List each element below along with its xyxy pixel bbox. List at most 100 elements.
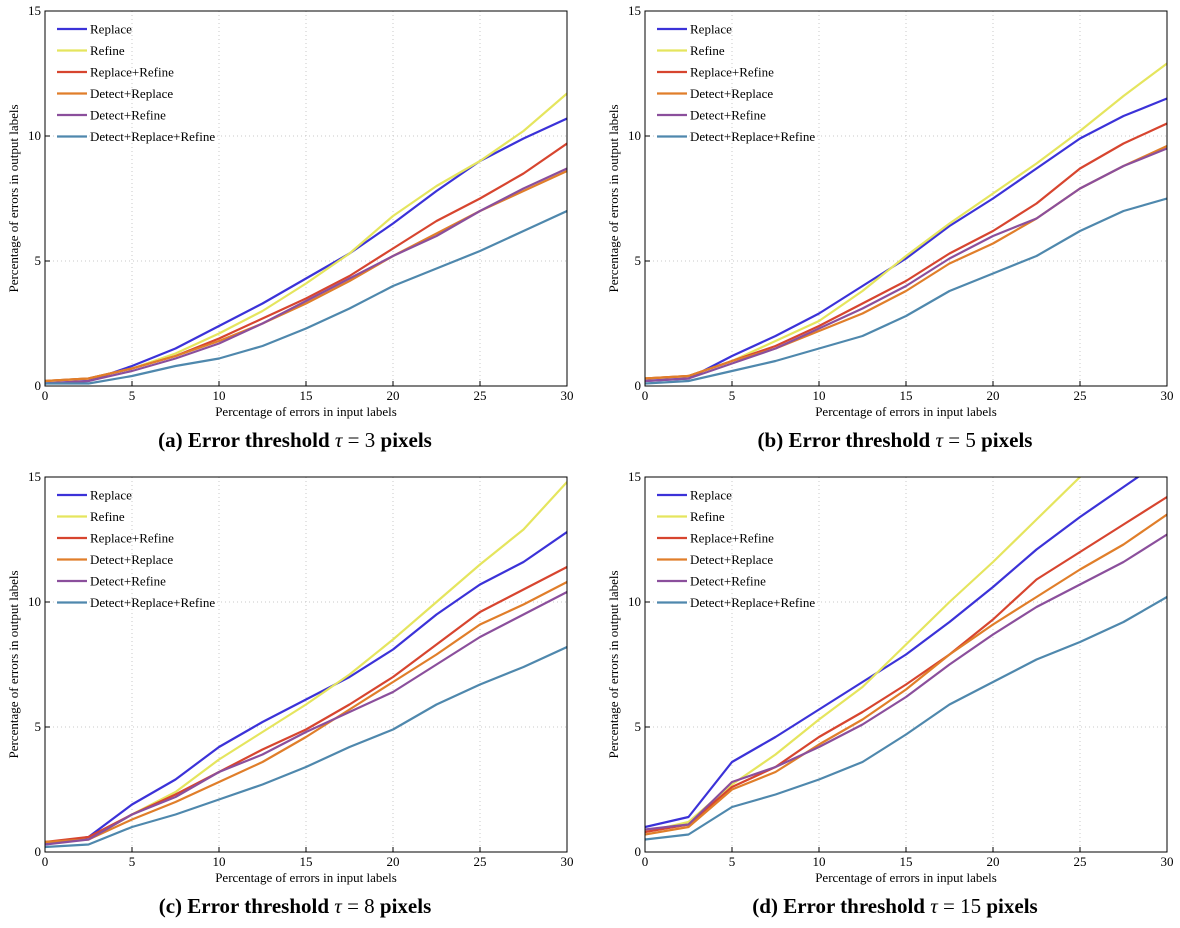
caption-value: 5 — [965, 428, 976, 452]
x-tick-label: 30 — [561, 854, 574, 869]
x-tick-label: 10 — [813, 854, 826, 869]
x-tick-label: 20 — [987, 854, 1000, 869]
y-tick-label: 0 — [35, 378, 42, 393]
caption-value: 3 — [364, 428, 376, 452]
x-tick-label: 30 — [1161, 388, 1174, 403]
chart-caption-c: (c) Error threshold τ = 8 pixels — [0, 894, 590, 919]
legend-label: Replace+Refine — [690, 531, 774, 546]
x-tick-label: 15 — [300, 854, 313, 869]
series-line — [645, 533, 1167, 831]
legend-label: Refine — [690, 43, 725, 58]
caption-tau: τ — [935, 428, 944, 452]
series-line — [45, 646, 567, 849]
legend: Replace Refine Replace+Refine Detect+Replac… — [57, 22, 215, 144]
x-tick-label: 15 — [300, 388, 313, 403]
x-tick-label: 0 — [642, 854, 649, 869]
caption-suffix: pixels — [981, 428, 1033, 452]
y-tick-label: 15 — [28, 469, 41, 484]
series-line — [645, 147, 1167, 383]
caption-prefix: (a) Error threshold — [158, 428, 330, 452]
x-axis-label: Percentage of errors in input labels — [215, 870, 397, 885]
caption-eq: = — [342, 428, 365, 452]
caption-eq: = — [937, 894, 961, 918]
legend-label: Replace — [690, 488, 732, 503]
x-tick-label: 20 — [387, 388, 400, 403]
x-tick-label: 10 — [813, 388, 826, 403]
x-tick-label: 5 — [129, 388, 136, 403]
chart-caption-d: (d) Error threshold τ = 15 pixels — [600, 894, 1180, 919]
legend-label: Detect+Replace+Refine — [90, 595, 215, 610]
x-tick-label: 25 — [474, 388, 487, 403]
legend-label: Detect+Refine — [90, 574, 166, 589]
chart-caption-b: (b) Error threshold τ = 5 pixels — [600, 428, 1180, 453]
x-tick-label: 25 — [1074, 854, 1087, 869]
chart-panel-d: 0 5 10 15 20 25 30 0 5 10 15 Percentage of errors i… — [600, 466, 1180, 928]
caption-prefix: (c) Error threshold — [158, 894, 330, 918]
y-tick-label: 15 — [628, 3, 641, 18]
chart-caption-a: (a) Error threshold τ = 3 pixels — [0, 428, 590, 453]
y-tick-label: 15 — [628, 469, 641, 484]
x-tick-label: 5 — [729, 854, 736, 869]
y-tick-label: 0 — [635, 378, 642, 393]
caption-eq: = — [943, 428, 966, 452]
x-tick-label: 5 — [729, 388, 736, 403]
y-tick-label: 10 — [628, 594, 641, 609]
x-tick-label: 10 — [213, 854, 226, 869]
caption-prefix: (b) Error threshold — [757, 428, 931, 452]
legend-label: Detect+Refine — [690, 108, 766, 123]
y-axis-label: Percentage of errors in output labels — [6, 104, 21, 292]
caption-tau: τ — [334, 428, 343, 452]
y-tick-label: 10 — [28, 128, 41, 143]
x-axis-label: Percentage of errors in input labels — [815, 404, 997, 419]
y-axis-label: Percentage of errors in output labels — [6, 570, 21, 758]
legend-label: Replace+Refine — [690, 65, 774, 80]
series-line — [645, 477, 1082, 834]
y-tick-label: 10 — [628, 128, 641, 143]
x-tick-label: 25 — [1074, 388, 1087, 403]
x-axis-label: Percentage of errors in input labels — [215, 404, 397, 419]
legend-label: Refine — [90, 509, 125, 524]
caption-eq: = — [341, 894, 365, 918]
legend-label: Detect+Refine — [90, 108, 166, 123]
series-line — [645, 496, 1167, 834]
series-line — [645, 477, 1140, 829]
caption-tau: τ — [334, 894, 342, 918]
legend-label: Detect+Replace — [90, 86, 173, 101]
legend: Replace Refine Replace+Refine Detect+Replac… — [657, 22, 815, 144]
caption-value: 15 — [960, 894, 982, 918]
series-line — [45, 531, 567, 846]
y-tick-label: 0 — [35, 844, 42, 859]
legend-label: Detect+Replace — [90, 552, 173, 567]
x-axis-label: Percentage of errors in input labels — [815, 870, 997, 885]
chart-panel-b: 0 5 10 15 20 25 30 0 5 10 15 Percentage of errors i… — [600, 0, 1180, 462]
caption-suffix: pixels — [986, 894, 1038, 918]
legend-label: Replace — [90, 488, 132, 503]
series-group — [45, 481, 567, 849]
x-tick-label: 20 — [387, 854, 400, 869]
legend-label: Replace+Refine — [90, 65, 174, 80]
x-tick-label: 0 — [42, 854, 49, 869]
legend-label: Detect+Replace+Refine — [690, 595, 815, 610]
y-axis-label: Percentage of errors in output labels — [606, 104, 621, 292]
series-line — [645, 197, 1167, 385]
y-tick-label: 5 — [635, 253, 642, 268]
caption-suffix: pixels — [379, 894, 432, 918]
x-tick-label: 15 — [900, 388, 913, 403]
series-line — [645, 513, 1167, 836]
x-tick-label: 0 — [42, 388, 49, 403]
x-tick-label: 25 — [474, 854, 487, 869]
x-tick-label: 30 — [1161, 854, 1174, 869]
series-line — [645, 596, 1167, 841]
legend-label: Refine — [690, 509, 725, 524]
y-tick-label: 10 — [28, 594, 41, 609]
x-tick-label: 20 — [987, 388, 1000, 403]
series-line — [45, 581, 567, 844]
legend-label: Refine — [90, 43, 125, 58]
legend-label: Detect+Replace+Refine — [90, 129, 215, 144]
x-tick-label: 30 — [561, 388, 574, 403]
x-tick-label: 10 — [213, 388, 226, 403]
x-tick-label: 0 — [642, 388, 649, 403]
series-line — [45, 210, 567, 385]
